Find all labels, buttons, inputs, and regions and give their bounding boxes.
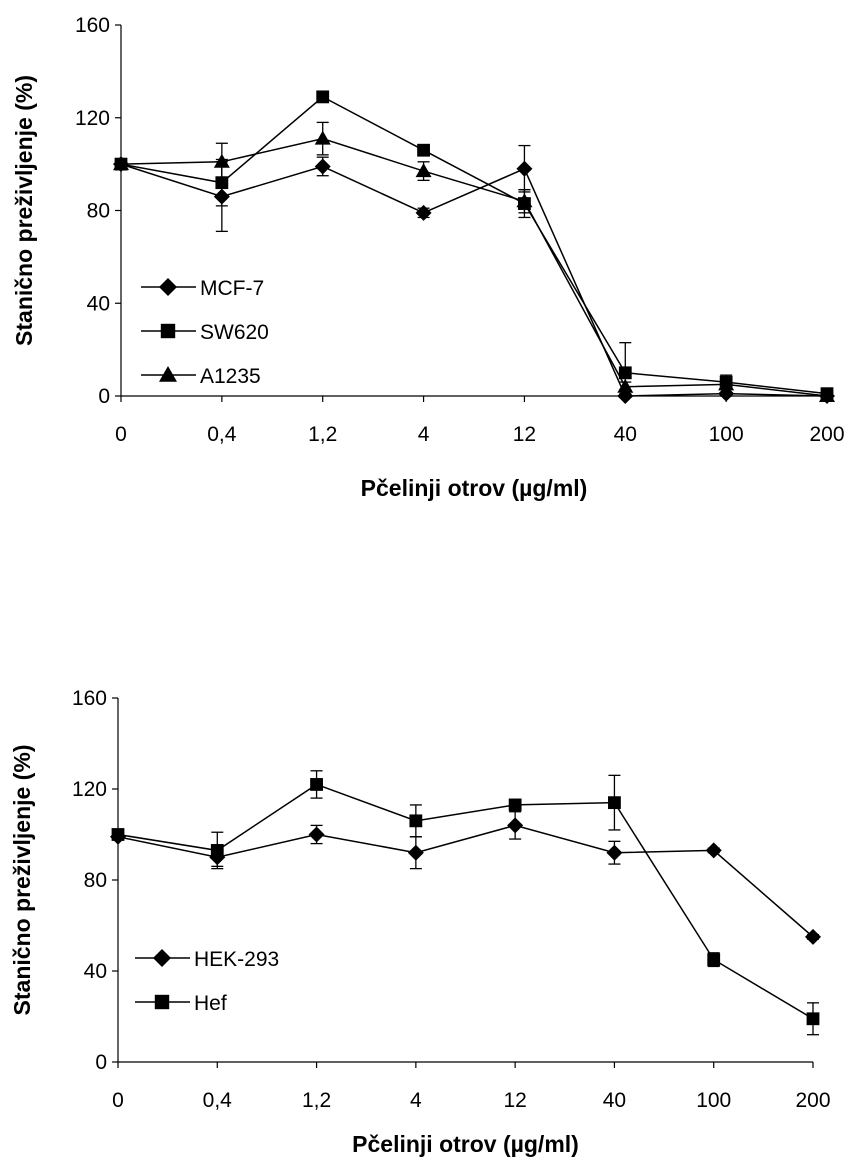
chart-bottom: 0 40 80 120 160 0 0,4 1,2 4 12 40 100 200 Pčelinji ot…	[9, 687, 831, 1157]
data-point	[407, 844, 424, 861]
data-point	[111, 828, 125, 841]
x-tick-label: 100	[709, 423, 744, 446]
y-tick-label: 40	[87, 292, 110, 315]
data-point	[316, 90, 330, 104]
y-tick-label: 40	[84, 960, 107, 983]
data-point	[707, 953, 721, 967]
y-tick-label: 160	[72, 687, 107, 710]
legend-marker	[153, 949, 171, 967]
y-tick-label: 0	[95, 1051, 107, 1074]
x-tick-label: 12	[513, 423, 536, 446]
data-point	[417, 143, 430, 157]
x-axis-title: Pčelinji otrov (µg/ml)	[361, 475, 588, 501]
legend-label: SW620	[200, 321, 269, 344]
x-tick-label: 12	[503, 1089, 526, 1112]
x-tick-label: 1,2	[302, 1089, 331, 1112]
data-point	[310, 778, 323, 791]
legend-label: Hef	[194, 992, 227, 1015]
data-point	[606, 844, 623, 861]
series-line	[120, 95, 828, 395]
legend-marker	[160, 323, 176, 339]
legend-marker	[159, 278, 177, 296]
data-point	[314, 158, 331, 175]
x-tick-label: 4	[418, 423, 430, 446]
x-tick-label: 0,4	[207, 423, 237, 446]
legend-marker	[159, 366, 177, 382]
series-line	[120, 137, 828, 397]
x-tick-label: 40	[614, 423, 637, 446]
data-point	[308, 826, 325, 843]
data-point	[516, 193, 533, 208]
x-tick-label: 0,4	[203, 1089, 233, 1112]
series-a1235	[113, 121, 835, 402]
data-point	[705, 842, 722, 859]
y-tick-label: 160	[75, 14, 110, 37]
data-point	[718, 376, 735, 391]
y-tick-label: 120	[75, 107, 110, 130]
series-hef	[111, 770, 820, 1036]
legend-label: HEK-293	[194, 948, 279, 971]
data-point	[608, 796, 621, 810]
y-tick-label: 0	[98, 385, 110, 408]
series-line	[117, 783, 814, 1020]
data-point	[507, 817, 524, 834]
series-line	[120, 163, 828, 397]
x-axis-title: Pčelinji otrov (µg/ml)	[352, 1131, 579, 1157]
y-tick-label: 120	[72, 778, 107, 801]
legend-marker	[154, 994, 170, 1010]
legend-label: A1235	[200, 365, 261, 388]
data-point	[409, 814, 423, 828]
data-point	[819, 388, 835, 402]
y-tick-label: 80	[84, 869, 107, 892]
x-tick-label: 200	[795, 1089, 830, 1112]
data-point	[806, 1012, 820, 1026]
series-sw620	[114, 90, 834, 401]
x-tick-label: 1,2	[308, 423, 337, 446]
x-tick-label: 100	[696, 1089, 731, 1112]
data-point	[113, 156, 129, 171]
y-axis-title: Stanično preživljenje (%)	[9, 745, 35, 1016]
data-point	[415, 204, 432, 221]
data-point	[617, 378, 634, 393]
x-tick-label: 40	[603, 1089, 626, 1112]
chart-top: 0 40 80 120 160 0 0,4 1,2 4 12 40 100 200 Pčelinji ot…	[11, 14, 845, 501]
x-tick-label: 4	[410, 1089, 422, 1112]
data-point	[805, 928, 821, 945]
data-point	[415, 163, 432, 178]
x-tick-label: 200	[809, 423, 844, 446]
data-point	[516, 160, 533, 177]
data-point	[210, 844, 224, 857]
data-point	[213, 153, 230, 168]
x-tick-label: 0	[115, 423, 127, 446]
x-tick-label: 0	[112, 1089, 124, 1112]
data-point	[215, 176, 229, 190]
y-axis-title: Stanično preživljenje (%)	[11, 75, 37, 346]
legend-label: MCF-7	[200, 277, 264, 300]
y-tick-label: 80	[87, 200, 110, 223]
data-point	[618, 366, 632, 380]
data-point	[508, 798, 522, 812]
data-point	[314, 130, 331, 145]
series-line	[117, 824, 814, 938]
